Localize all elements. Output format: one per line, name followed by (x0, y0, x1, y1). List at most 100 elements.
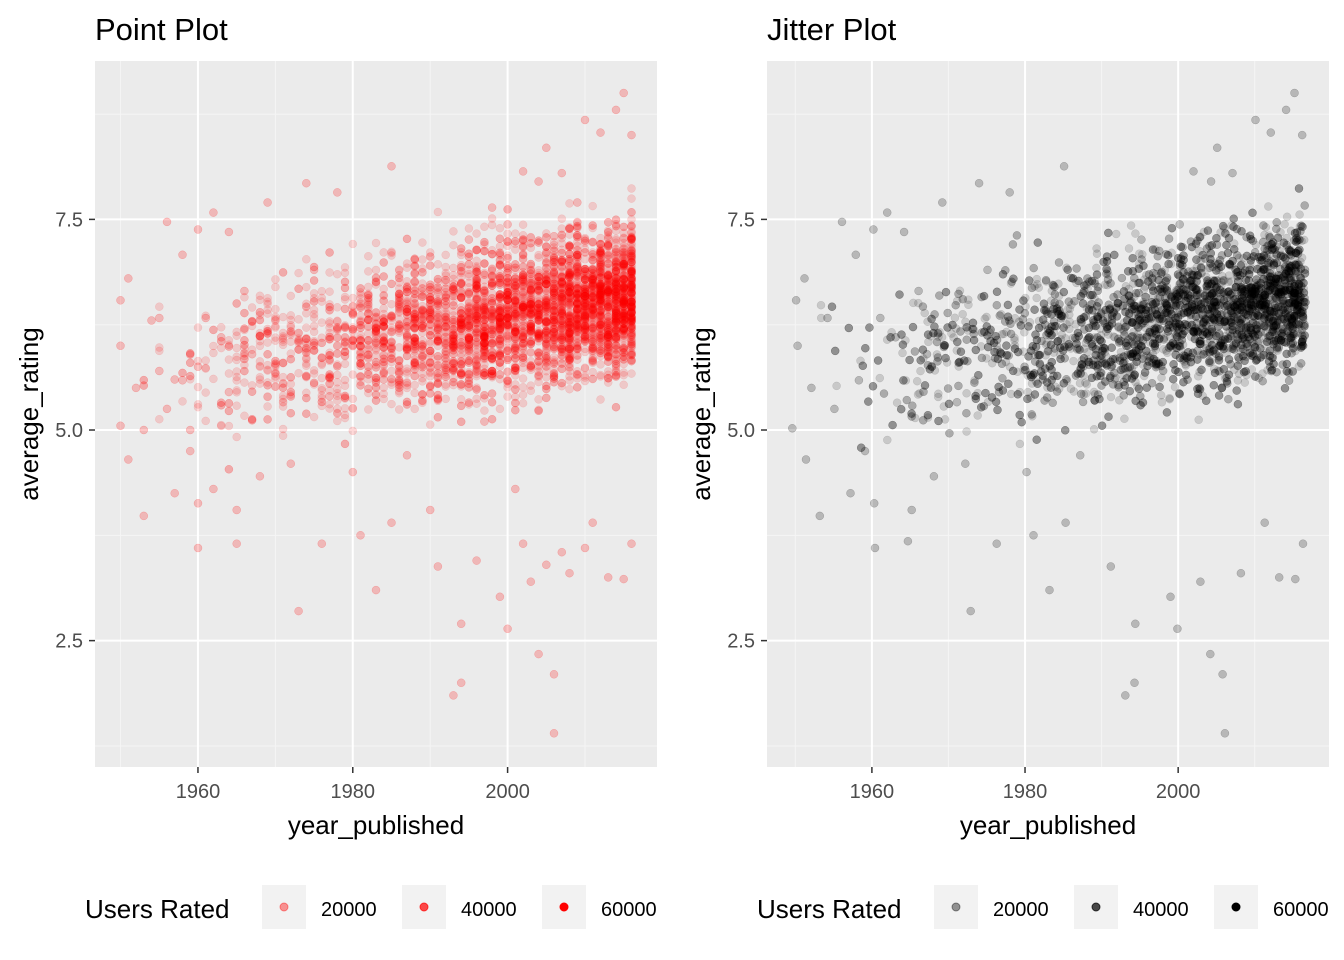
data-point (302, 372, 311, 381)
data-point (356, 353, 365, 362)
data-point (503, 343, 512, 352)
data-point (526, 305, 536, 315)
data-point (480, 417, 489, 426)
data-point (278, 340, 288, 350)
data-point (627, 130, 636, 140)
data-point (472, 333, 481, 343)
data-point (518, 327, 528, 336)
data-point (603, 299, 613, 308)
data-point (371, 323, 381, 332)
data-point (240, 336, 249, 345)
data-point (333, 391, 342, 401)
data-point (557, 347, 567, 357)
data-point (619, 297, 628, 307)
data-point (588, 337, 597, 346)
data-point (611, 318, 621, 328)
data-point (832, 381, 841, 391)
data-point (317, 338, 327, 348)
data-point (379, 383, 388, 392)
data-point (526, 303, 536, 312)
data-point (542, 297, 551, 307)
data-point (317, 397, 327, 407)
data-point (449, 263, 458, 273)
data-point (557, 258, 567, 267)
data-point (495, 592, 505, 602)
data-point (580, 115, 590, 125)
y-tick-label: 2.5 (55, 631, 83, 653)
data-point (611, 402, 621, 412)
data-point (627, 221, 636, 230)
data-point (627, 260, 636, 270)
data-point (619, 259, 628, 269)
data-point (480, 288, 489, 298)
data-point (356, 372, 365, 381)
data-point (503, 300, 512, 310)
data-point (433, 295, 443, 304)
data-point (611, 105, 621, 115)
data-point (534, 299, 543, 309)
data-point (611, 326, 621, 335)
data-point (340, 283, 350, 293)
data-point (549, 296, 559, 306)
data-point (441, 349, 450, 359)
data-point (596, 287, 605, 296)
data-point (495, 350, 505, 359)
data-point (534, 395, 543, 404)
data-point (449, 311, 458, 320)
data-point (565, 329, 574, 338)
data-point (596, 370, 605, 380)
data-point (503, 624, 512, 634)
data-point (472, 345, 481, 354)
data-point (333, 303, 342, 312)
data-point (340, 413, 350, 423)
data-point (271, 359, 280, 368)
data-point (596, 248, 605, 257)
data-point (379, 272, 388, 281)
data-point (441, 340, 450, 350)
data-point (425, 357, 435, 367)
data-point (441, 372, 450, 381)
data-point (573, 290, 582, 299)
data-point (193, 499, 203, 508)
data-point (456, 306, 466, 315)
data-point (162, 217, 172, 227)
data-point (627, 307, 636, 317)
data-point (495, 374, 505, 384)
data-point (441, 365, 450, 375)
data-point (379, 304, 388, 313)
data-point (557, 290, 567, 299)
data-point (565, 568, 574, 578)
data-point (247, 349, 257, 359)
data-point (340, 322, 350, 331)
data-point (302, 334, 311, 344)
data-point (371, 338, 381, 347)
data-point (495, 290, 505, 299)
data-point (542, 330, 551, 340)
data-point (627, 299, 636, 309)
data-point (294, 606, 303, 616)
data-point (255, 472, 265, 481)
data-point (511, 282, 520, 291)
data-point (116, 341, 125, 351)
data-point (603, 266, 613, 275)
data-point (464, 358, 474, 367)
data-point (588, 333, 597, 342)
data-point (340, 359, 350, 369)
data-point (371, 277, 381, 286)
data-point (379, 317, 388, 326)
data-point (456, 401, 466, 411)
data-point (139, 381, 149, 390)
data-point (294, 328, 303, 338)
legend-symbol (279, 902, 289, 912)
data-point (418, 373, 427, 383)
data-point (348, 293, 358, 303)
data-point (232, 388, 241, 397)
data-point (596, 311, 605, 320)
data-point (402, 234, 412, 244)
data-point (596, 272, 605, 282)
data-point (240, 411, 249, 421)
data-point (232, 352, 241, 362)
data-point (573, 370, 582, 379)
data-point (611, 313, 621, 323)
data-point (557, 283, 567, 292)
